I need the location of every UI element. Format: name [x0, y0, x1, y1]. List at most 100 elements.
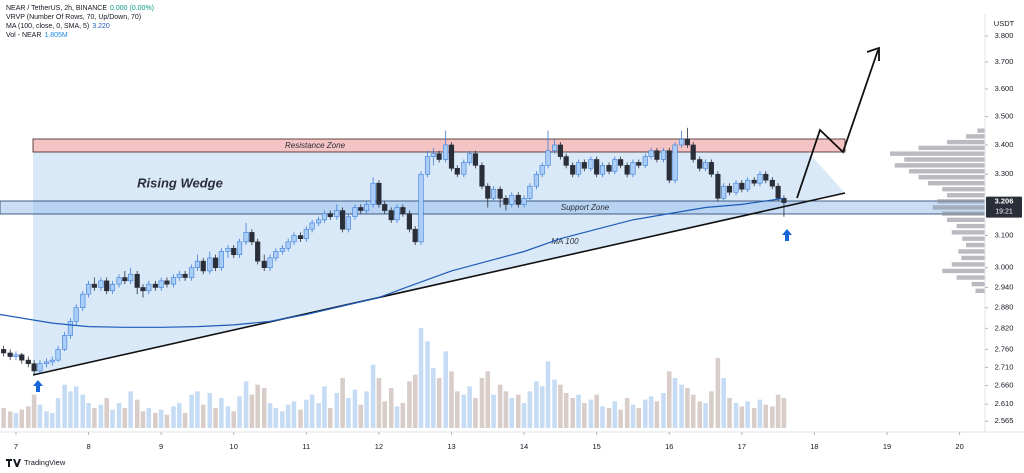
volume-bar	[376, 378, 382, 428]
volume-bar	[352, 389, 358, 428]
indicator-value: 3.220	[92, 23, 110, 30]
candle-body	[527, 185, 533, 199]
x-tick-label: 19	[883, 442, 891, 451]
profile-bar	[904, 157, 985, 162]
candle-body	[243, 232, 249, 243]
profile-bar	[951, 230, 985, 235]
volume-bar	[73, 386, 79, 428]
volume-bar	[273, 408, 279, 428]
volume-bar	[727, 398, 732, 428]
candle-body	[334, 210, 340, 218]
candle-body	[19, 354, 25, 361]
candle-body	[588, 159, 594, 169]
volume-bar	[62, 384, 67, 428]
volume-bar	[582, 403, 587, 428]
volume-bar	[340, 378, 345, 428]
candle-body	[67, 321, 73, 336]
arrow-head	[866, 46, 880, 61]
volume-bar	[697, 401, 703, 428]
volume-bar	[322, 386, 327, 428]
candle-body	[751, 179, 757, 184]
candle-body	[660, 150, 667, 160]
candle-body	[697, 159, 703, 169]
volume-bar	[436, 378, 442, 428]
candle-body	[158, 280, 164, 288]
volume-bar	[37, 404, 43, 428]
candle-body	[388, 210, 394, 221]
candle-body	[249, 232, 255, 243]
volume-bar	[545, 361, 551, 428]
volume-bar	[177, 403, 182, 428]
y-tick-label: 2.940	[995, 282, 1014, 291]
candle-body	[207, 257, 213, 272]
candle-body	[98, 280, 104, 288]
volume-bar	[636, 408, 642, 428]
x-tick-label: 20	[955, 442, 963, 451]
volume-bar	[407, 381, 412, 428]
candle-body	[194, 260, 201, 268]
brand: TradingView	[6, 458, 66, 467]
volume-bar	[685, 388, 690, 428]
volume-bar	[92, 408, 97, 428]
profile-bar	[962, 236, 985, 241]
volume-bar	[739, 406, 745, 428]
candle-body	[352, 207, 358, 218]
volume-bar	[358, 404, 364, 428]
candle-body	[273, 251, 279, 259]
candle-body	[648, 150, 654, 157]
candle-body	[231, 247, 237, 255]
candle-body	[503, 197, 509, 205]
volume-bar	[1, 408, 6, 428]
candle-body	[128, 273, 134, 282]
volume-bar	[49, 413, 55, 428]
candle-body	[702, 162, 709, 169]
candle-body	[225, 247, 231, 252]
candle-body	[430, 153, 436, 157]
indicator-name: VRVP (Number Of Rows, 70, Up/Down, 70)	[6, 14, 141, 21]
volume-bar	[346, 398, 351, 428]
candle-body	[406, 213, 412, 230]
volume-bar	[334, 393, 340, 428]
candle-body	[412, 228, 418, 243]
profile-bar	[947, 217, 985, 223]
ma-line	[0, 197, 784, 328]
volume-bar	[775, 394, 781, 428]
volume-bar	[425, 341, 430, 428]
volume-profile	[890, 128, 985, 294]
indicator: MA (100, close, 0, SMA, 5) 3.220	[6, 23, 110, 30]
y-tick-label: 3.400	[995, 140, 1014, 149]
profile-bar	[966, 242, 985, 248]
x-tick-label: 14	[520, 442, 528, 451]
volume-bar	[225, 406, 231, 428]
candle-body	[31, 363, 37, 372]
volume-bar	[473, 398, 478, 428]
x-tick-label: 17	[738, 442, 746, 451]
volume-bar	[703, 403, 708, 428]
legend: NEAR / TetherUS, 2h, BINANCE 0.000 (0.00%…	[6, 5, 154, 39]
volume-bar	[521, 403, 527, 428]
volume-bar	[539, 386, 545, 428]
volume-bar	[588, 399, 594, 428]
volume-bar	[485, 371, 491, 428]
volume-bar	[594, 394, 599, 428]
volume-bar	[770, 406, 775, 428]
volume-bar	[600, 406, 605, 428]
volume-bar	[19, 409, 25, 428]
volume-bar	[86, 403, 91, 428]
volume-bar	[648, 396, 654, 428]
y-tick-label: 2.565	[995, 416, 1014, 425]
volume-bar	[158, 409, 164, 428]
brand-logo	[6, 459, 21, 467]
x-tick-label: 10	[230, 442, 238, 451]
volume-bar	[509, 398, 515, 428]
profile-bar	[937, 199, 985, 204]
candle-body	[739, 182, 745, 190]
currency: USDT	[994, 19, 1015, 28]
candle-body	[13, 354, 19, 357]
volume-bar	[394, 406, 400, 428]
x-tick-label: 9	[159, 442, 163, 451]
candle-body	[176, 273, 182, 278]
volume-bar	[153, 413, 158, 428]
price-label-box	[986, 196, 1022, 218]
y-tick-label: 3.100	[995, 231, 1014, 240]
